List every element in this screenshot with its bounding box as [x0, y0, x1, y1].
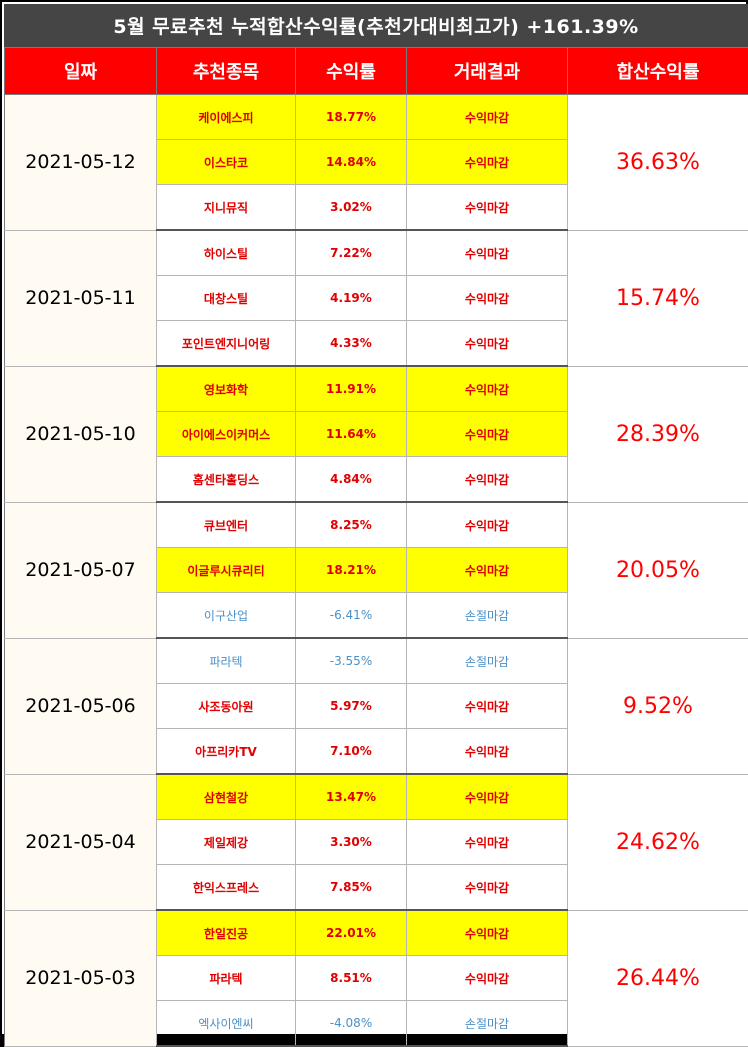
return-rate-cell: 4.19%	[296, 276, 407, 321]
stock-name-cell: 삼현철강	[157, 774, 296, 820]
return-rate-cell: 3.30%	[296, 820, 407, 865]
stock-name-cell: 지니뮤직	[157, 185, 296, 231]
stock-name-cell: 대창스틸	[157, 276, 296, 321]
header-stock: 추천종목	[157, 48, 296, 95]
return-rate-cell: 4.84%	[296, 457, 407, 503]
stock-name-cell: 아프리카TV	[157, 729, 296, 775]
trade-result-cell: 수익마감	[407, 684, 568, 729]
return-rate-cell: 5.97%	[296, 684, 407, 729]
cumulative-return-cell: 15.74%	[568, 230, 748, 366]
stock-name-cell: 이구산업	[157, 593, 296, 639]
stock-name-cell: 제일제강	[157, 820, 296, 865]
return-rate-cell: 18.21%	[296, 548, 407, 593]
date-cell: 2021-05-10	[5, 366, 157, 502]
trade-result-cell: 수익마감	[407, 774, 568, 820]
return-rate-cell: 11.91%	[296, 366, 407, 412]
return-rate-cell: 7.85%	[296, 865, 407, 911]
trade-result-cell: 수익마감	[407, 95, 568, 140]
stock-name-cell: 사조동아원	[157, 684, 296, 729]
stock-name-cell: 케이에스피	[157, 95, 296, 140]
cumulative-return-cell: 28.39%	[568, 366, 748, 502]
stock-name-cell: 이스타코	[157, 140, 296, 185]
return-rate-cell: -6.41%	[296, 593, 407, 639]
trade-result-cell: 수익마감	[407, 956, 568, 1001]
return-rate-cell: 4.33%	[296, 321, 407, 367]
stock-name-cell: 영보화학	[157, 366, 296, 412]
stock-name-cell: 한익스프레스	[157, 865, 296, 911]
stock-name-cell: 큐브엔터	[157, 502, 296, 548]
stock-name-cell: 하이스틸	[157, 230, 296, 276]
return-rate-cell: 8.51%	[296, 956, 407, 1001]
stock-name-cell: 파라텍	[157, 956, 296, 1001]
header-row: 일짜 추천종목 수익률 거래결과 합산수익률	[5, 48, 748, 95]
trade-result-cell: 수익마감	[407, 366, 568, 412]
board-title: 5월 무료추천 누적합산수익률(추천가대비최고가) +161.39%	[4, 4, 748, 47]
header-result: 거래결과	[407, 48, 568, 95]
trade-result-cell: 수익마감	[407, 502, 568, 548]
return-rate-cell: 7.10%	[296, 729, 407, 775]
trade-result-cell: 손절마감	[407, 593, 568, 639]
date-cell: 2021-05-03	[5, 910, 157, 1046]
trade-result-cell: 수익마감	[407, 457, 568, 503]
stock-name-cell: 홈센타홀딩스	[157, 457, 296, 503]
trade-result-cell: 수익마감	[407, 729, 568, 775]
cumulative-return-cell: 26.44%	[568, 910, 748, 1046]
trade-result-cell: 수익마감	[407, 910, 568, 956]
return-rate-cell: 22.01%	[296, 910, 407, 956]
trade-result-cell: 수익마감	[407, 140, 568, 185]
stock-name-cell: 포인트엔지니어링	[157, 321, 296, 367]
stock-name-cell: 엑사이엔씨	[157, 1001, 296, 1047]
return-rate-cell: -4.08%	[296, 1001, 407, 1047]
cumulative-return-cell: 20.05%	[568, 502, 748, 638]
trade-result-cell: 수익마감	[407, 548, 568, 593]
date-cell: 2021-05-12	[5, 95, 157, 231]
header-total: 합산수익률	[568, 48, 748, 95]
stock-name-cell: 아이에스이커머스	[157, 412, 296, 457]
return-rate-cell: 18.77%	[296, 95, 407, 140]
trade-result-cell: 수익마감	[407, 412, 568, 457]
cumulative-return-cell: 24.62%	[568, 774, 748, 910]
return-rate-cell: 7.22%	[296, 230, 407, 276]
date-cell: 2021-05-11	[5, 230, 157, 366]
return-rate-cell: 8.25%	[296, 502, 407, 548]
return-rate-cell: -3.55%	[296, 638, 407, 684]
return-rate-cell: 11.64%	[296, 412, 407, 457]
cumulative-return-cell: 9.52%	[568, 638, 748, 774]
trade-result-cell: 수익마감	[407, 276, 568, 321]
return-rate-cell: 3.02%	[296, 185, 407, 231]
stock-name-cell: 한일진공	[157, 910, 296, 956]
header-rate: 수익률	[296, 48, 407, 95]
trade-result-cell: 수익마감	[407, 321, 568, 367]
stock-name-cell: 이글루시큐리티	[157, 548, 296, 593]
header-date: 일짜	[5, 48, 157, 95]
trade-result-cell: 손절마감	[407, 1001, 568, 1047]
stock-name-cell: 파라텍	[157, 638, 296, 684]
trade-result-cell: 수익마감	[407, 820, 568, 865]
return-rate-cell: 13.47%	[296, 774, 407, 820]
return-rate-cell: 14.84%	[296, 140, 407, 185]
trade-result-cell: 수익마감	[407, 865, 568, 911]
trade-result-cell: 손절마감	[407, 638, 568, 684]
trade-result-cell: 수익마감	[407, 185, 568, 231]
table-header: 일짜 추천종목 수익률 거래결과 합산수익률	[5, 48, 748, 95]
date-cell: 2021-05-06	[5, 638, 157, 774]
date-cell: 2021-05-04	[5, 774, 157, 910]
trade-result-cell: 수익마감	[407, 230, 568, 276]
date-cell: 2021-05-07	[5, 502, 157, 638]
cumulative-return-cell: 36.63%	[568, 95, 748, 231]
